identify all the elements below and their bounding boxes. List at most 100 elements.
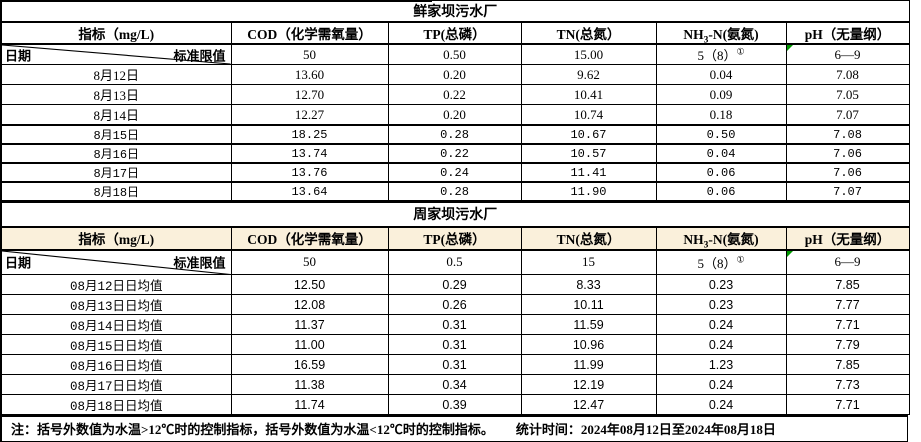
cell-tn[interactable]: 10.57 — [520, 143, 657, 164]
cell-nh3[interactable]: 0.18 — [655, 104, 787, 126]
cell-nh3[interactable]: 0.09 — [655, 84, 787, 105]
cell-nh3[interactable]: 0.23 — [655, 274, 787, 295]
cell-tn[interactable]: 11.59 — [520, 314, 657, 335]
cell-date[interactable]: 08月14日日均值 — [0, 314, 232, 335]
cell-date[interactable]: 8月18日 — [0, 181, 232, 202]
corner-cell[interactable]: 日期 标准限值 — [0, 249, 232, 275]
cell-tn[interactable]: 12.47 — [520, 394, 657, 415]
cell-cod[interactable]: 13.74 — [230, 143, 389, 164]
cell-cod[interactable]: 11.74 — [230, 394, 389, 415]
cell-tn[interactable]: 11.90 — [520, 181, 657, 202]
cell-date[interactable]: 08月13日日均值 — [0, 294, 232, 315]
cell-tp[interactable]: 0.20 — [387, 64, 522, 85]
cell-date[interactable]: 8月12日 — [0, 64, 232, 85]
col-header-nh3[interactable]: NH3-N(氨氮) — [655, 21, 787, 45]
cell-nh3[interactable]: 0.24 — [655, 314, 787, 335]
cell-tn[interactable]: 10.74 — [520, 104, 657, 126]
cell-date[interactable]: 8月14日 — [0, 104, 232, 126]
cell-cod[interactable]: 12.27 — [230, 104, 389, 126]
cell-ph[interactable]: 7.07 — [785, 104, 910, 126]
cell-tp[interactable]: 0.20 — [387, 104, 522, 126]
table-title[interactable]: 鲜家坝污水厂 — [0, 0, 910, 23]
cell-tn[interactable]: 11.99 — [520, 354, 657, 375]
cell-tp[interactable]: 0.28 — [387, 124, 522, 145]
limit-ph[interactable]: 6—9 — [785, 249, 910, 275]
cell-ph[interactable]: 7.07 — [785, 181, 910, 202]
cell-nh3[interactable]: 0.06 — [655, 162, 787, 183]
cell-tp[interactable]: 0.22 — [387, 84, 522, 105]
cell-tn[interactable]: 8.33 — [520, 274, 657, 295]
cell-date[interactable]: 08月18日日均值 — [0, 394, 232, 415]
cell-date[interactable]: 8月17日 — [0, 162, 232, 183]
cell-nh3[interactable]: 1.23 — [655, 354, 787, 375]
cell-nh3[interactable]: 0.24 — [655, 334, 787, 355]
col-header-cod[interactable]: COD（化学需氧量） — [230, 225, 389, 251]
cell-tp[interactable]: 0.31 — [387, 354, 522, 375]
cell-nh3[interactable]: 0.50 — [655, 124, 787, 145]
col-header-tn[interactable]: TN(总氮） — [520, 225, 657, 251]
col-header-nh3[interactable]: NH3-N(氨氮) — [655, 225, 787, 251]
col-header-ph[interactable]: pH（无量纲） — [785, 21, 910, 45]
limit-tn[interactable]: 15.00 — [520, 43, 657, 65]
cell-tp[interactable]: 0.29 — [387, 274, 522, 295]
cell-ph[interactable]: 7.08 — [785, 64, 910, 85]
cell-ph[interactable]: 7.06 — [785, 162, 910, 183]
limit-tn[interactable]: 15 — [520, 249, 657, 275]
cell-cod[interactable]: 11.38 — [230, 374, 389, 395]
cell-nh3[interactable]: 0.24 — [655, 394, 787, 415]
cell-date[interactable]: 8月16日 — [0, 143, 232, 164]
limit-nh3[interactable]: 5（8）① — [655, 43, 787, 65]
cell-ph[interactable]: 7.71 — [785, 314, 910, 335]
table-title[interactable]: 周家坝污水厂 — [0, 202, 910, 227]
cell-tn[interactable]: 9.62 — [520, 64, 657, 85]
cell-tp[interactable]: 0.31 — [387, 334, 522, 355]
limit-cod[interactable]: 50 — [230, 43, 389, 65]
cell-nh3[interactable]: 0.24 — [655, 374, 787, 395]
cell-tp[interactable]: 0.31 — [387, 314, 522, 335]
cell-tp[interactable]: 0.34 — [387, 374, 522, 395]
cell-tp[interactable]: 0.28 — [387, 181, 522, 202]
limit-cod[interactable]: 50 — [230, 249, 389, 275]
cell-date[interactable]: 8月15日 — [0, 124, 232, 145]
col-header-ph[interactable]: pH（无量纲） — [785, 225, 910, 251]
limit-tp[interactable]: 0.5 — [387, 249, 522, 275]
cell-cod[interactable]: 13.60 — [230, 64, 389, 85]
cell-date[interactable]: 8月13日 — [0, 84, 232, 105]
cell-tn[interactable]: 10.96 — [520, 334, 657, 355]
cell-date[interactable]: 08月17日日均值 — [0, 374, 232, 395]
cell-cod[interactable]: 12.08 — [230, 294, 389, 315]
col-header-tp[interactable]: TP(总磷） — [387, 21, 522, 45]
cell-cod[interactable]: 13.76 — [230, 162, 389, 183]
cell-cod[interactable]: 16.59 — [230, 354, 389, 375]
cell-nh3[interactable]: 0.23 — [655, 294, 787, 315]
cell-ph[interactable]: 7.85 — [785, 354, 910, 375]
cell-tp[interactable]: 0.22 — [387, 143, 522, 164]
cell-ph[interactable]: 7.77 — [785, 294, 910, 315]
limit-tp[interactable]: 0.50 — [387, 43, 522, 65]
cell-cod[interactable]: 18.25 — [230, 124, 389, 145]
cell-tn[interactable]: 10.41 — [520, 84, 657, 105]
cell-tn[interactable]: 10.11 — [520, 294, 657, 315]
cell-ph[interactable]: 7.85 — [785, 274, 910, 295]
cell-cod[interactable]: 11.37 — [230, 314, 389, 335]
cell-ph[interactable]: 7.05 — [785, 84, 910, 105]
corner-index-cell[interactable]: 指标（mg/L) — [0, 225, 232, 251]
col-header-cod[interactable]: COD（化学需氧量） — [230, 21, 389, 45]
cell-nh3[interactable]: 0.04 — [655, 64, 787, 85]
cell-cod[interactable]: 13.64 — [230, 181, 389, 202]
cell-ph[interactable]: 7.71 — [785, 394, 910, 415]
cell-tn[interactable]: 12.19 — [520, 374, 657, 395]
cell-tp[interactable]: 0.24 — [387, 162, 522, 183]
cell-cod[interactable]: 12.50 — [230, 274, 389, 295]
cell-ph[interactable]: 7.73 — [785, 374, 910, 395]
cell-ph[interactable]: 7.06 — [785, 143, 910, 164]
cell-date[interactable]: 08月12日日均值 — [0, 274, 232, 295]
cell-tn[interactable]: 11.41 — [520, 162, 657, 183]
cell-tp[interactable]: 0.26 — [387, 294, 522, 315]
cell-tn[interactable]: 10.67 — [520, 124, 657, 145]
cell-nh3[interactable]: 0.04 — [655, 143, 787, 164]
cell-cod[interactable]: 11.00 — [230, 334, 389, 355]
cell-ph[interactable]: 7.08 — [785, 124, 910, 145]
corner-cell[interactable]: 日期 标准限值 — [0, 43, 232, 65]
cell-tp[interactable]: 0.39 — [387, 394, 522, 415]
